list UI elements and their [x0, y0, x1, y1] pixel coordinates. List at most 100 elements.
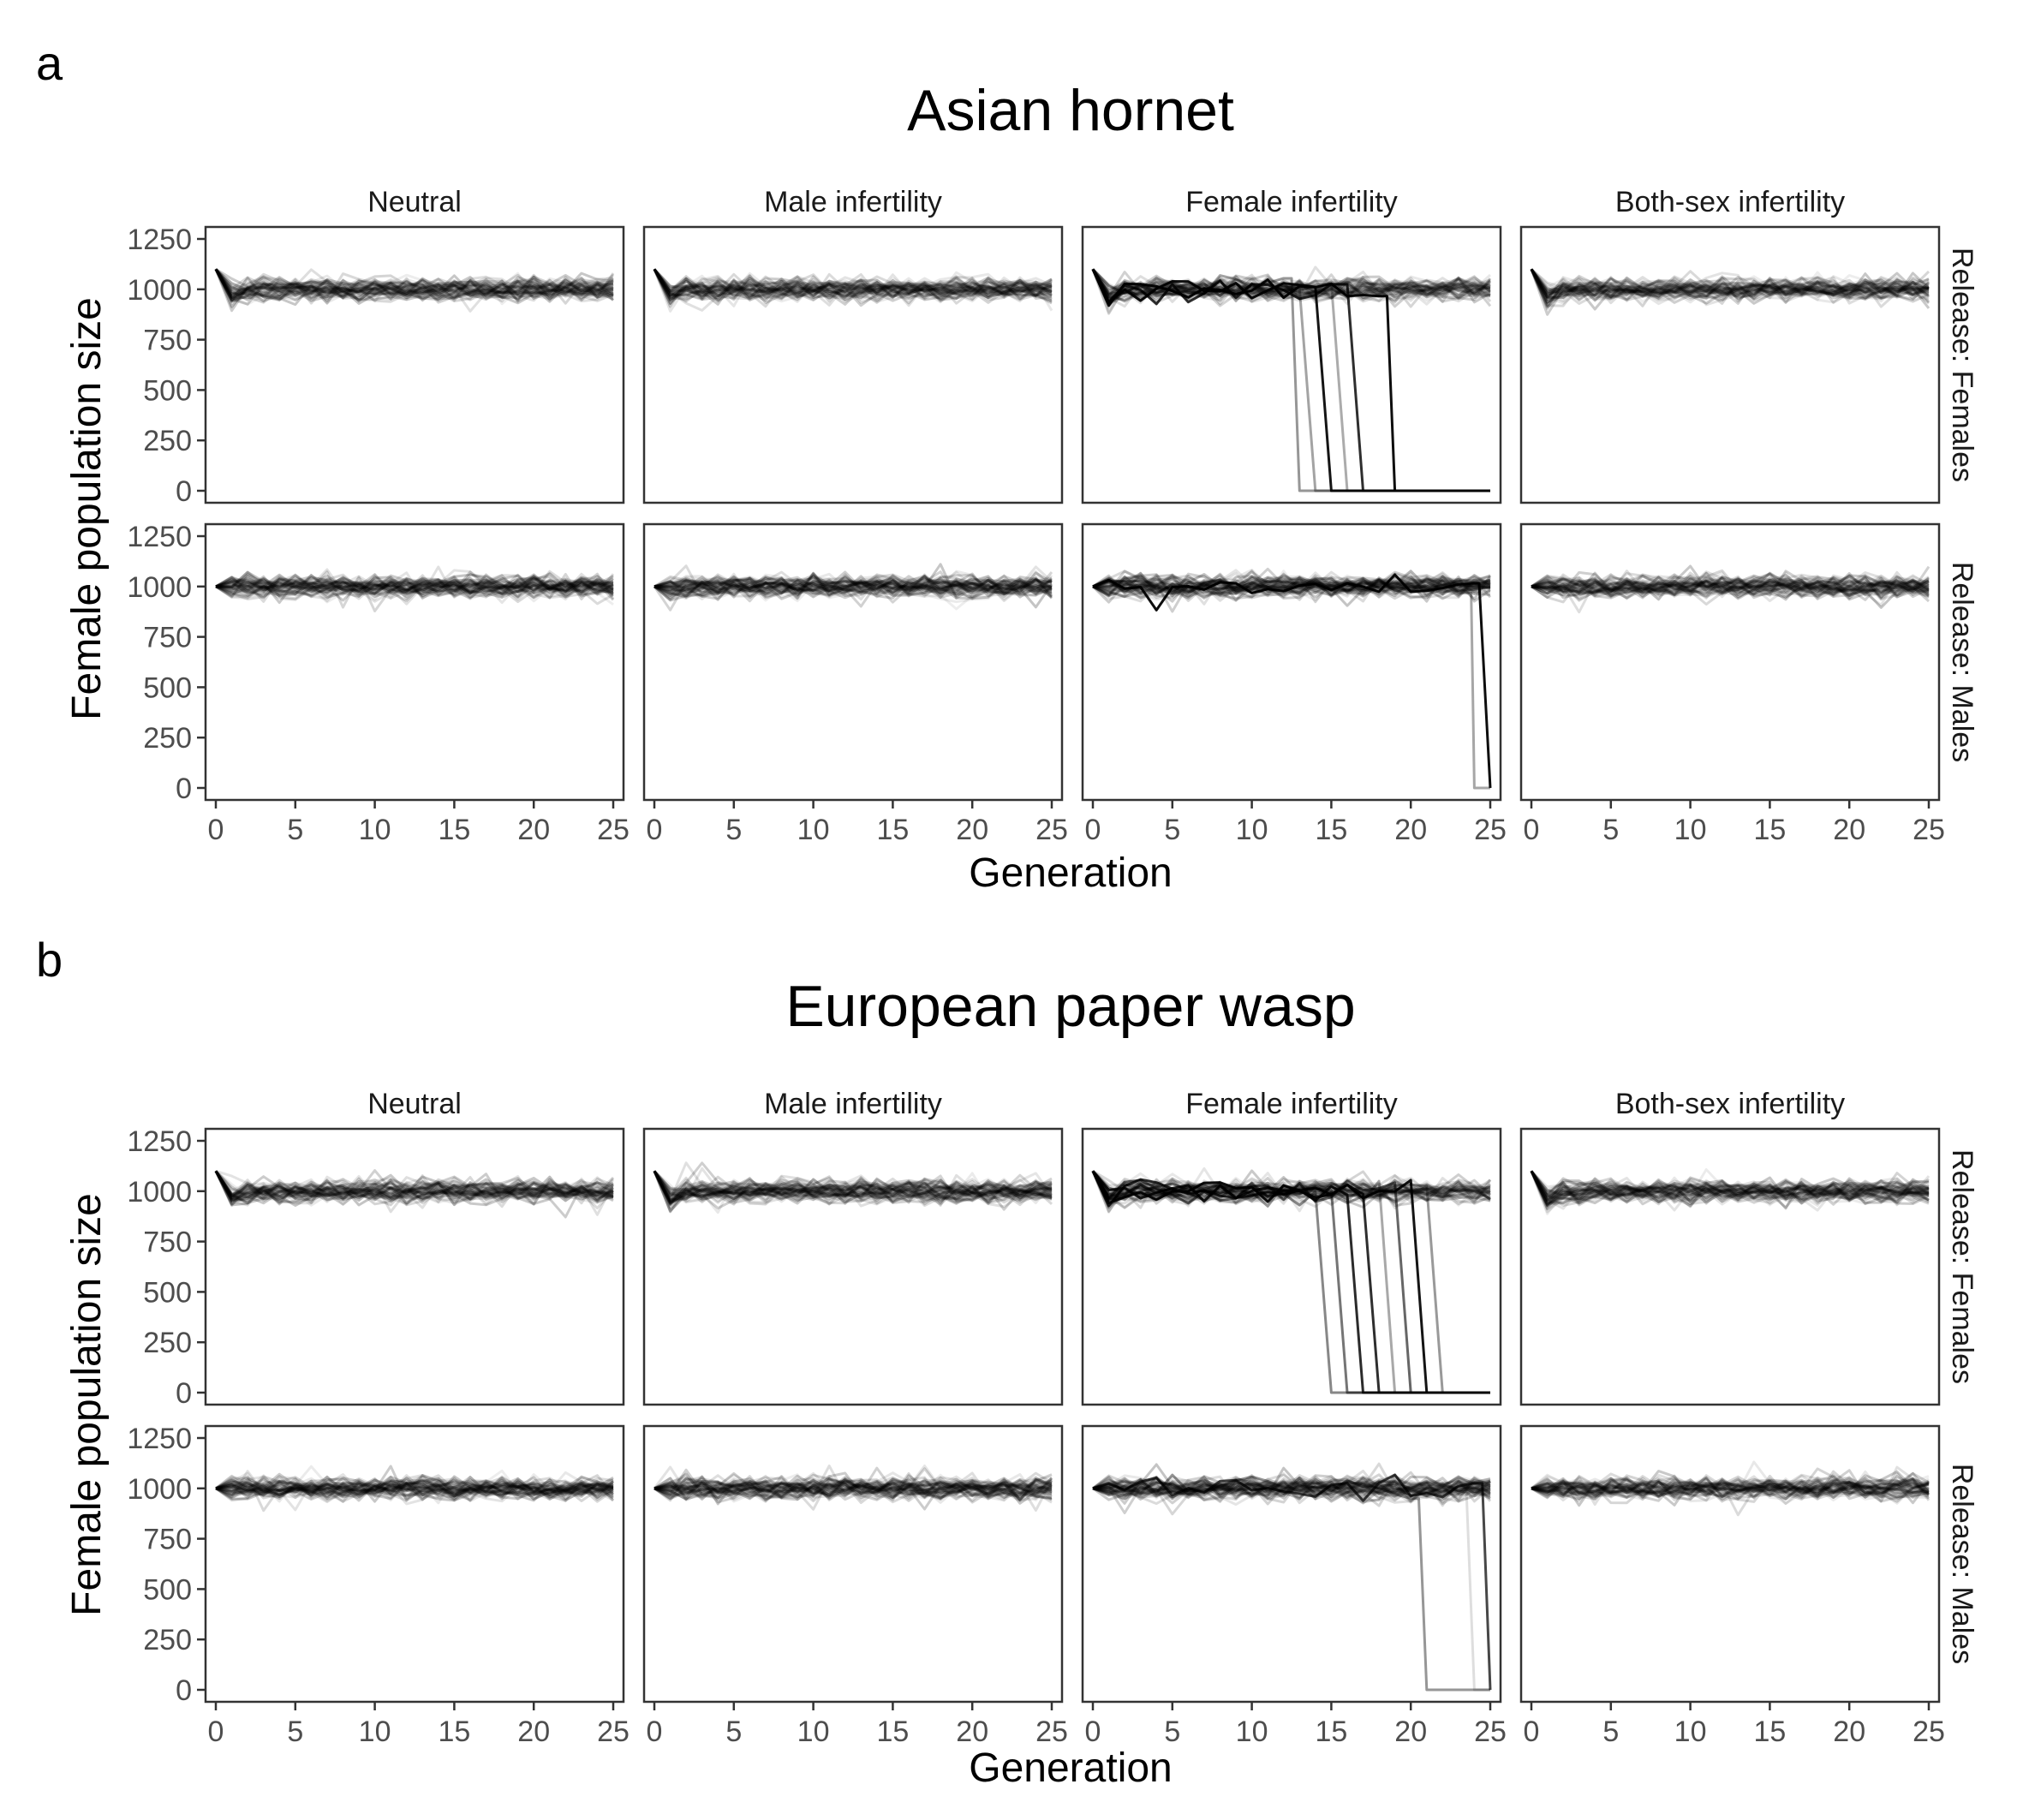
simulation-run-line — [1531, 575, 1930, 606]
simulation-run-line — [1530, 268, 1930, 304]
simulation-run-line — [653, 268, 1053, 312]
simulation-run-line — [1530, 268, 1930, 303]
simulation-run-line — [653, 1170, 1053, 1202]
simulation-run-line — [653, 576, 1053, 599]
simulation-run-line — [214, 268, 614, 301]
x-tick-label: 25 — [1035, 1716, 1068, 1748]
simulation-run-line — [653, 1465, 1053, 1504]
facet-panel-both-sex-infertility-release-males: 0 5 10 15 20 25 — [1519, 1424, 1945, 1748]
simulation-run-line — [1530, 268, 1930, 299]
simulation-run-line — [653, 1170, 1053, 1203]
simulation-run-line — [214, 1170, 614, 1205]
simulation-run-line — [214, 1170, 615, 1204]
x-tick-label: 10 — [797, 1716, 830, 1748]
simulation-run-line — [1531, 1476, 1930, 1503]
y-tick-label: 0 — [176, 1674, 192, 1707]
simulation-run-line — [215, 1472, 614, 1499]
simulation-run-line — [1092, 1476, 1491, 1504]
facet-column-label: Both-sex infertility — [1615, 1088, 1845, 1120]
simulation-run-line — [214, 1170, 615, 1202]
x-tick-label: 15 — [438, 814, 470, 846]
simulation-run-line — [1092, 1475, 1491, 1505]
simulation-run-line — [1092, 1474, 1491, 1507]
x-tick-label: 15 — [876, 1716, 909, 1748]
y-tick-label: 500 — [143, 374, 192, 407]
simulation-run-line — [1530, 268, 1931, 309]
simulation-run-line — [214, 1170, 614, 1202]
simulation-run-line — [1092, 575, 1491, 596]
x-tick-label: 0 — [647, 1716, 663, 1748]
simulation-run-line — [1530, 268, 1930, 311]
simulation-run-line — [1531, 1476, 1930, 1501]
simulation-run-line — [1531, 1477, 1930, 1505]
simulation-run-line — [1091, 1170, 1491, 1207]
simulation-run-line — [653, 1161, 1053, 1206]
simulation-run-line — [1531, 1479, 1930, 1500]
simulation-run-line — [1530, 268, 1930, 301]
x-tick-label: 20 — [517, 1716, 550, 1748]
simulation-run-line — [215, 570, 614, 596]
simulation-run-line — [1531, 575, 1930, 596]
simulation-run-line — [653, 1170, 1053, 1204]
simulation-run-line — [215, 574, 614, 600]
simulation-run-line — [1530, 1170, 1929, 1206]
y-tick-label: 0 — [176, 1377, 192, 1410]
simulation-run-line — [1531, 577, 1930, 609]
facet-panel-female-infertility-release-males: 0 5 10 15 20 25 — [1081, 522, 1507, 846]
simulation-run-line — [1531, 571, 1930, 599]
simulation-runs — [1091, 266, 1492, 492]
simulation-run-line — [653, 575, 1053, 598]
simulation-run-line — [1530, 268, 1930, 300]
simulation-run-line — [1091, 1170, 1491, 1202]
simulation-run-line — [1530, 1170, 1930, 1211]
simulation-run-line — [214, 268, 614, 301]
simulation-run-line — [1091, 1170, 1491, 1203]
simulation-run-line — [1092, 572, 1491, 598]
simulation-run-line — [1531, 573, 1930, 600]
simulation-run-line — [653, 578, 1053, 601]
simulation-run-line — [1092, 575, 1491, 598]
x-tick-label: 0 — [647, 814, 663, 846]
simulation-run-line — [215, 1465, 615, 1502]
x-tick-label: 0 — [1085, 1716, 1101, 1748]
simulation-run-line — [653, 574, 1053, 597]
simulation-run-line — [215, 1476, 614, 1500]
simulation-run-line — [653, 268, 1053, 303]
simulation-run-line — [1091, 268, 1491, 299]
simulation-run-line — [1530, 268, 1930, 300]
simulation-run-line — [653, 1170, 1053, 1202]
simulation-run-line — [1531, 572, 1930, 597]
simulation-run-line — [653, 1170, 1053, 1203]
simulation-run-line — [1092, 1475, 1491, 1501]
simulation-run-line — [653, 571, 1053, 597]
simulation-run-line — [214, 1170, 614, 1207]
x-tick-label: 5 — [1602, 814, 1619, 846]
simulation-run-line — [653, 1170, 1053, 1204]
simulation-run-line — [653, 570, 1053, 595]
simulation-run-line — [653, 268, 1053, 299]
simulation-run-line — [653, 1477, 1053, 1503]
simulation-run-line — [1530, 1170, 1931, 1215]
simulation-run-line — [215, 1469, 614, 1499]
simulation-run-line — [214, 268, 614, 308]
simulation-run-line — [214, 268, 614, 302]
x-tick-label: 25 — [597, 814, 630, 846]
simulation-run-line — [215, 573, 614, 602]
facet-panel-male-infertility-release-females — [642, 1127, 1064, 1406]
simulation-run-line — [1531, 1475, 1930, 1499]
simulation-run-line — [1092, 1478, 1491, 1499]
simulation-run-line — [653, 570, 1053, 597]
simulation-run-line — [653, 1170, 1053, 1208]
simulation-run-line — [1091, 1170, 1491, 1208]
simulation-run-line — [215, 1478, 614, 1502]
simulation-run-line — [653, 268, 1053, 298]
simulation-run-line — [215, 1477, 614, 1501]
simulation-run-line — [1531, 1471, 1930, 1502]
y-tick-label: 0 — [176, 475, 192, 508]
simulation-run-line — [214, 268, 614, 301]
simulation-run-line — [215, 1475, 614, 1503]
simulation-run-line — [1530, 1170, 1930, 1210]
simulation-run-line — [1531, 1475, 1931, 1501]
simulation-run-line — [653, 1467, 1053, 1504]
collapse-run-line — [1091, 1170, 1490, 1394]
